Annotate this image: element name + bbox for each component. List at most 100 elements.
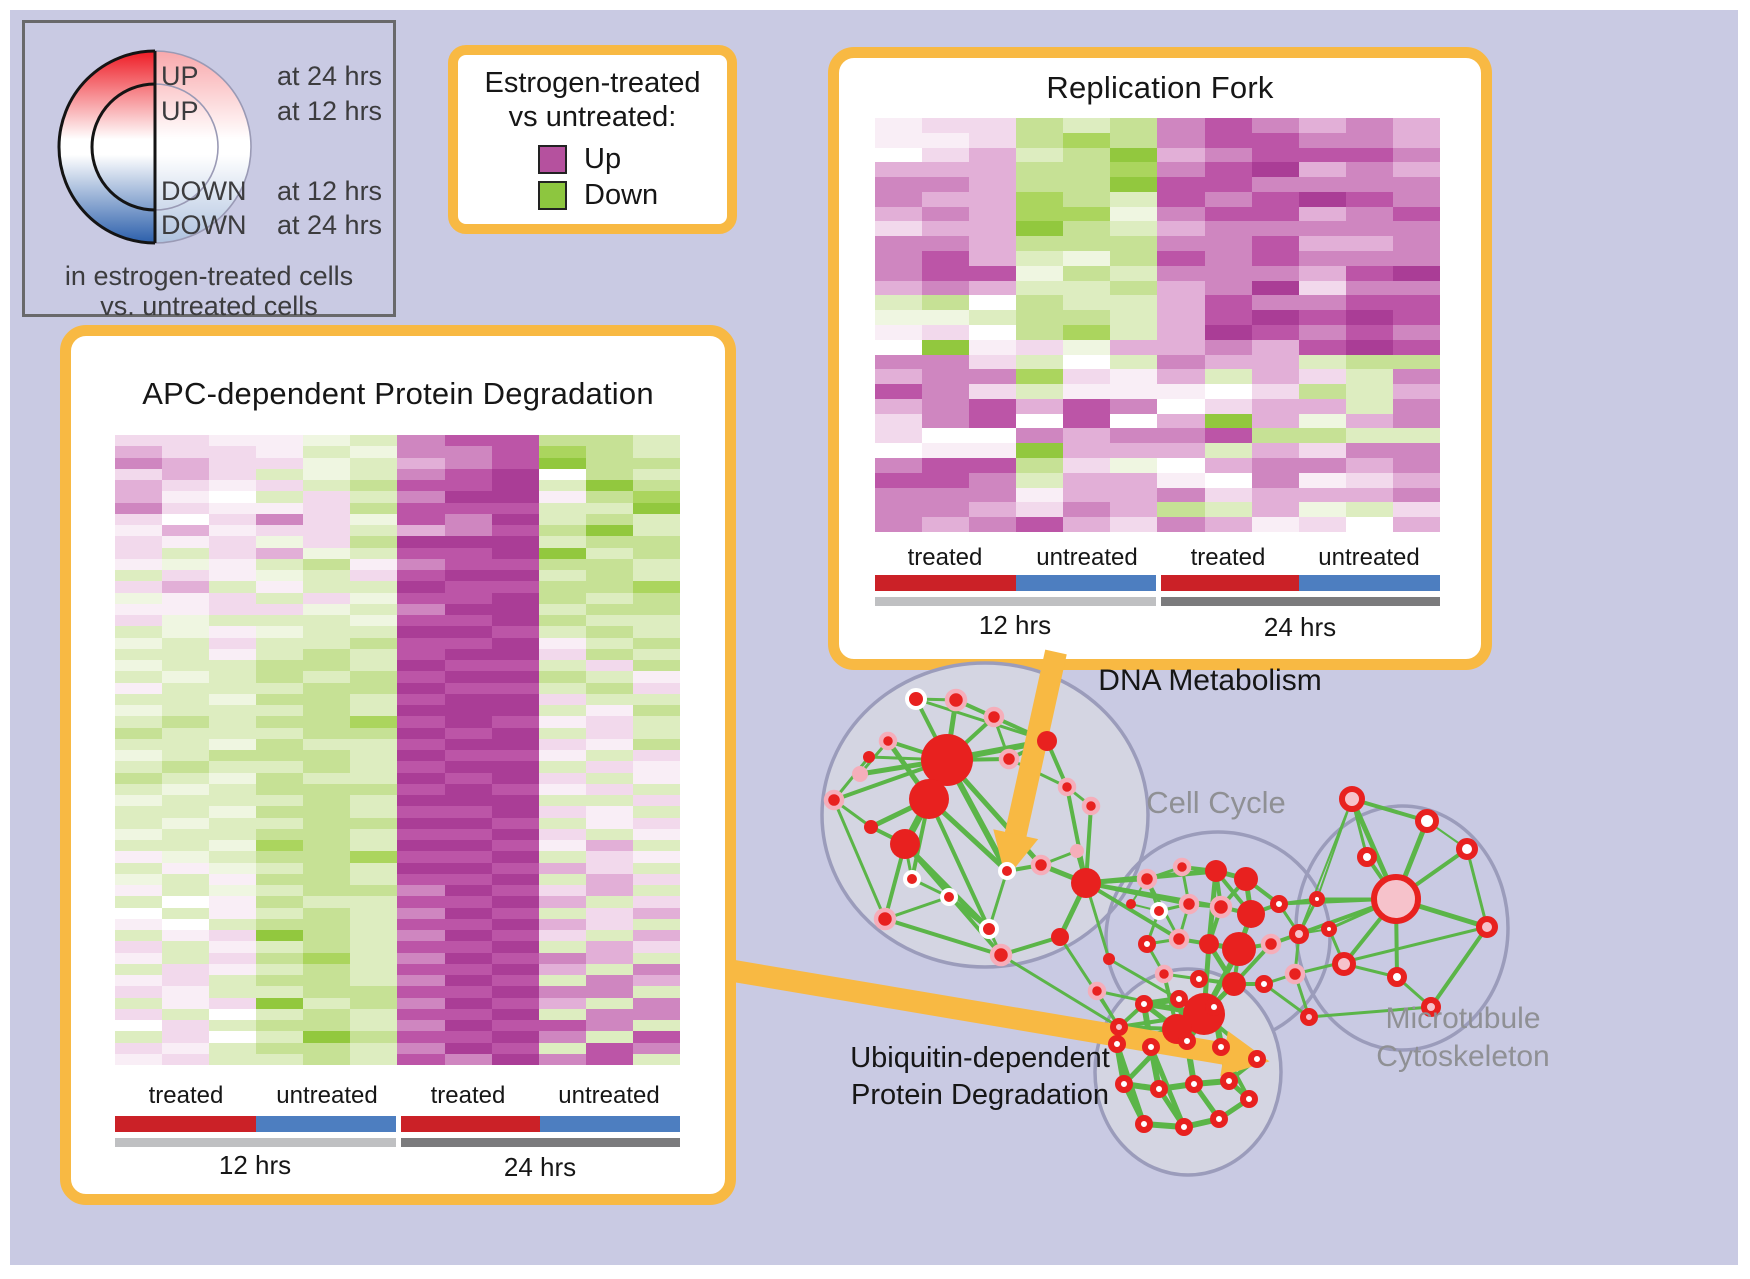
rf-treated-bar-12h — [875, 575, 1016, 591]
heatmap-cell — [303, 603, 351, 615]
heatmap-cell — [303, 693, 351, 705]
heatmap-cell — [491, 907, 539, 919]
heatmap-cell — [491, 997, 539, 1009]
heatmap-cell — [922, 236, 970, 252]
down-color-swatch — [538, 181, 567, 210]
heatmap-cell — [444, 480, 492, 492]
heatmap-cell — [350, 975, 398, 987]
heatmap-cell — [397, 581, 445, 593]
heatmap-cell — [585, 1031, 633, 1043]
heatmap-cell — [444, 457, 492, 469]
cluster-label-microtubule-line2: Cytoskeleton — [1376, 1040, 1550, 1073]
heatmap-cell — [585, 795, 633, 807]
heatmap-cell — [1345, 251, 1393, 266]
heatmap-cell — [922, 369, 970, 385]
heatmap-cell — [585, 547, 633, 559]
heatmap-cell — [256, 1053, 304, 1065]
heatmap-cell — [491, 615, 539, 627]
heatmap-cell — [303, 1008, 351, 1020]
heatmap-cell — [1345, 265, 1393, 281]
heatmap-cell — [875, 177, 923, 192]
heatmap-cell — [1345, 443, 1393, 459]
heatmap-cell — [397, 570, 445, 582]
heatmap-cell — [1298, 472, 1346, 488]
heatmap-cell — [397, 457, 445, 469]
heatmap-cell — [256, 558, 304, 570]
heatmap-cell — [115, 603, 163, 615]
heatmap-cell — [256, 603, 304, 615]
heatmap-cell — [115, 1042, 163, 1054]
heatmap-cell — [256, 502, 304, 514]
heatmap-cell — [303, 513, 351, 525]
heatmap-cell — [585, 446, 633, 458]
heatmap-cell — [303, 975, 351, 987]
heatmap-cell — [303, 671, 351, 683]
heatmap-cell — [444, 896, 492, 908]
heatmap-cell — [303, 851, 351, 863]
heatmap-cell — [209, 727, 257, 739]
heatmap-cell — [397, 727, 445, 739]
heatmap-cell — [538, 783, 586, 795]
heatmap-cell — [303, 750, 351, 762]
heatmap-cell — [585, 626, 633, 638]
heatmap-cell — [491, 457, 539, 469]
heatmap-cell — [1063, 251, 1111, 266]
heatmap-cell — [397, 817, 445, 829]
heatmap-cell — [922, 177, 970, 192]
heatmap-cell — [585, 648, 633, 660]
heatmap-cell — [632, 873, 680, 885]
heatmap-cell — [1204, 295, 1252, 311]
heatmap-cell — [538, 1008, 586, 1020]
heatmap-cell — [1110, 206, 1158, 222]
heatmap-cell — [585, 918, 633, 930]
heatmap-cell — [1251, 413, 1299, 429]
heatmap-cell — [875, 502, 923, 518]
heatmap-cell — [1298, 191, 1346, 207]
heatmap-cell — [1204, 458, 1252, 473]
heatmap-cell — [585, 513, 633, 525]
heatmap-cell — [1016, 398, 1064, 414]
heatmap-cell — [632, 547, 680, 559]
heatmap-cell — [491, 918, 539, 930]
heatmap-cell — [303, 772, 351, 784]
rf-time-label-12h: 12 hrs — [978, 610, 1052, 640]
rf-time-label-24h: 24 hrs — [1263, 612, 1337, 642]
heatmap-cell — [397, 941, 445, 953]
heatmap-cell — [115, 738, 163, 750]
heatmap-cell — [491, 873, 539, 885]
heatmap-cell — [444, 997, 492, 1009]
heatmap-cell — [397, 851, 445, 863]
heatmap-cell — [209, 828, 257, 840]
updown-row-dir-3: DOWN — [161, 210, 247, 240]
heatmap-cell — [969, 177, 1017, 192]
heatmap-cell — [1298, 354, 1346, 370]
heatmap-cell — [350, 997, 398, 1009]
heatmap-cell — [256, 828, 304, 840]
heatmap-cell — [162, 828, 210, 840]
heatmap-cell — [1392, 132, 1440, 148]
heatmap-cell — [875, 310, 923, 325]
heatmap-cell — [397, 513, 445, 525]
heatmap-cell — [1298, 398, 1346, 414]
heatmap-cell — [491, 592, 539, 604]
heatmap-cell — [969, 295, 1017, 311]
heatmap-cell — [1204, 251, 1252, 266]
heatmap-cell — [350, 648, 398, 660]
heatmap-cell — [922, 221, 970, 237]
heatmap-cell — [875, 384, 923, 399]
heatmap-cell — [1110, 177, 1158, 192]
heatmap-cell — [1157, 458, 1205, 473]
heatmap-cell — [585, 941, 633, 953]
heatmap-cell — [444, 558, 492, 570]
heatmap-cell — [585, 828, 633, 840]
heatmap-cell — [256, 491, 304, 503]
heatmap-cell — [1298, 310, 1346, 325]
heatmap-cell — [875, 236, 923, 252]
heatmap-cell — [397, 536, 445, 548]
heatmap-cell — [585, 705, 633, 717]
heatmap-cell — [1392, 147, 1440, 163]
heatmap-cell — [1251, 398, 1299, 414]
heatmap-cell — [115, 671, 163, 683]
heatmap-cell — [969, 206, 1017, 222]
heatmap-cell — [1016, 177, 1064, 192]
